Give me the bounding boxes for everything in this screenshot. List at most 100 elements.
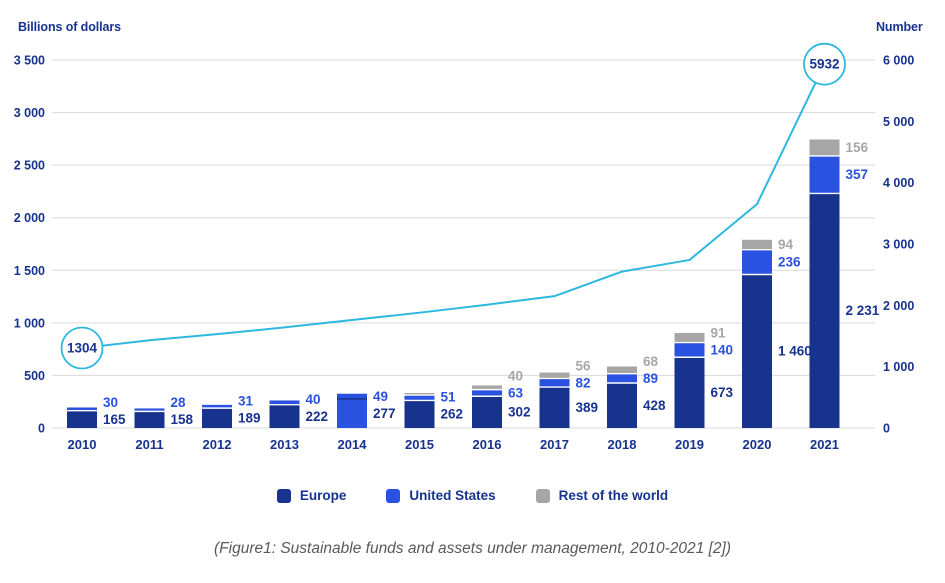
value-label-europe: 277 — [373, 406, 396, 421]
chart-canvas: 0 500 1 000 1 500 2 000 2 500 3 000 3 500 0 1 000… — [14, 42, 914, 452]
y-axis-left-tick: 500 — [24, 369, 45, 383]
value-label-united-states: 357 — [846, 167, 869, 182]
value-label-europe: 1 460 — [778, 344, 812, 359]
x-axis-label: 2013 — [270, 437, 299, 452]
value-label-rest-of-world: 91 — [711, 325, 727, 340]
y-axis-left-tick: 1 500 — [14, 264, 45, 278]
value-label-united-states: 82 — [576, 375, 591, 390]
bar-segment-rest-of-world — [404, 392, 435, 396]
y-axis-right-tick: 2 000 — [883, 299, 914, 313]
bar-segment-europe — [472, 396, 502, 428]
bar-segment-rest-of-world — [472, 385, 502, 390]
callout-value: 1304 — [67, 341, 98, 356]
y-axis-left-tick: 3 000 — [14, 106, 45, 120]
x-axis-label: 2018 — [608, 437, 637, 452]
callout-circle — [60, 326, 104, 370]
y-axis-left-tick: 2 500 — [14, 159, 45, 173]
bar-segment-europe — [607, 382, 637, 428]
value-label-europe: 165 — [103, 412, 126, 427]
bar-segment-united-states — [809, 155, 840, 194]
legend-label: Europe — [299, 488, 347, 503]
right-axis-title: Number — [876, 20, 923, 34]
value-label-rest-of-world: 68 — [643, 354, 659, 369]
bar-segment-rest-of-world — [674, 332, 705, 343]
value-label-europe: 2 231 — [846, 303, 880, 318]
legend-item-united-states: United States — [386, 488, 496, 503]
y-axis-right-tick: 6 000 — [883, 54, 914, 68]
bar-segment-europe — [404, 400, 435, 428]
bar-segment-rest-of-world — [809, 139, 840, 156]
value-label-united-states: 63 — [508, 385, 524, 400]
value-label-united-states: 89 — [643, 371, 658, 386]
figure-caption: (Figure1: Sustainable funds and assets u… — [214, 540, 731, 557]
bar-segment-rest-of-world — [539, 372, 570, 379]
bar-segment-united-states — [742, 249, 772, 275]
bar-segment-rest-of-world — [742, 239, 772, 250]
x-axis-label: 2019 — [675, 437, 704, 452]
value-label-united-states: 31 — [238, 394, 254, 409]
legend-label: United States — [409, 488, 496, 503]
left-axis-title: Billions of dollars — [18, 20, 121, 34]
bar-segment-united-states — [404, 395, 435, 401]
value-label-europe: 389 — [576, 400, 599, 415]
value-label-united-states: 40 — [306, 392, 321, 407]
x-axis-label: 2011 — [135, 437, 163, 452]
value-label-europe: 262 — [441, 407, 464, 422]
legend: Europe United States Rest of the world — [0, 488, 945, 503]
value-label-europe: 158 — [171, 412, 194, 427]
value-label-europe: 428 — [643, 398, 666, 413]
bar-segment-europe — [539, 387, 570, 428]
bar-segment-united-states — [67, 407, 97, 411]
bar-segment-europe — [269, 404, 300, 428]
bar-segment-europe — [337, 398, 367, 428]
legend-label: Rest of the world — [558, 488, 669, 503]
value-label-europe: 222 — [306, 409, 329, 424]
bar-segment-europe — [742, 274, 772, 428]
value-label-europe: 302 — [508, 405, 531, 420]
y-axis-left-tick: 3 500 — [14, 54, 45, 68]
value-label-united-states: 30 — [103, 395, 118, 410]
value-label-rest-of-world: 94 — [778, 237, 794, 252]
bar-segment-rest-of-world — [607, 366, 637, 374]
bar-segment-europe — [809, 193, 840, 428]
y-axis-right-tick: 5 000 — [883, 115, 914, 129]
x-axis-label: 2010 — [68, 437, 97, 452]
bar-segment-united-states — [472, 389, 502, 397]
bar-segment-united-states — [539, 378, 570, 388]
y-axis-left-tick: 2 000 — [14, 211, 45, 225]
value-label-united-states: 140 — [711, 342, 734, 357]
callout-value: 5932 — [809, 57, 839, 72]
y-axis-left-tick: 0 — [38, 422, 45, 436]
y-axis-right-tick: 3 000 — [883, 238, 914, 252]
europe-swatch-icon — [276, 488, 291, 503]
x-axis-label: 2014 — [338, 437, 368, 452]
bar-segment-united-states — [607, 373, 637, 383]
value-label-europe: 673 — [711, 385, 734, 400]
legend-item-europe: Europe — [276, 488, 347, 503]
value-label-united-states: 236 — [778, 255, 801, 270]
value-label-united-states: 28 — [171, 395, 187, 410]
bar-segment-united-states — [337, 393, 367, 399]
y-axis-right-tick: 4 000 — [883, 176, 914, 190]
x-axis-label: 2017 — [540, 437, 569, 452]
bar-segment-united-states — [202, 404, 232, 409]
x-axis-label: 2021 — [810, 437, 839, 452]
united-states-swatch-icon — [386, 488, 401, 503]
callout-circle — [803, 42, 846, 86]
bar-segment-united-states — [269, 400, 300, 405]
bar-segment-europe — [202, 408, 232, 428]
value-label-united-states: 51 — [441, 390, 457, 405]
bar-segment-europe — [134, 411, 165, 428]
funds-line — [81, 63, 826, 350]
x-axis-label: 2020 — [743, 437, 772, 452]
x-axis-label: 2016 — [473, 437, 502, 452]
x-axis-label: 2012 — [203, 437, 232, 452]
x-axis-label: 2015 — [405, 437, 434, 452]
value-label-europe: 189 — [238, 411, 261, 426]
bar-segment-united-states — [674, 342, 705, 358]
bar-segment-united-states — [134, 408, 165, 412]
bar-segment-europe — [67, 410, 97, 428]
value-label-united-states: 49 — [373, 389, 388, 404]
y-axis-right-tick: 0 — [883, 422, 890, 436]
